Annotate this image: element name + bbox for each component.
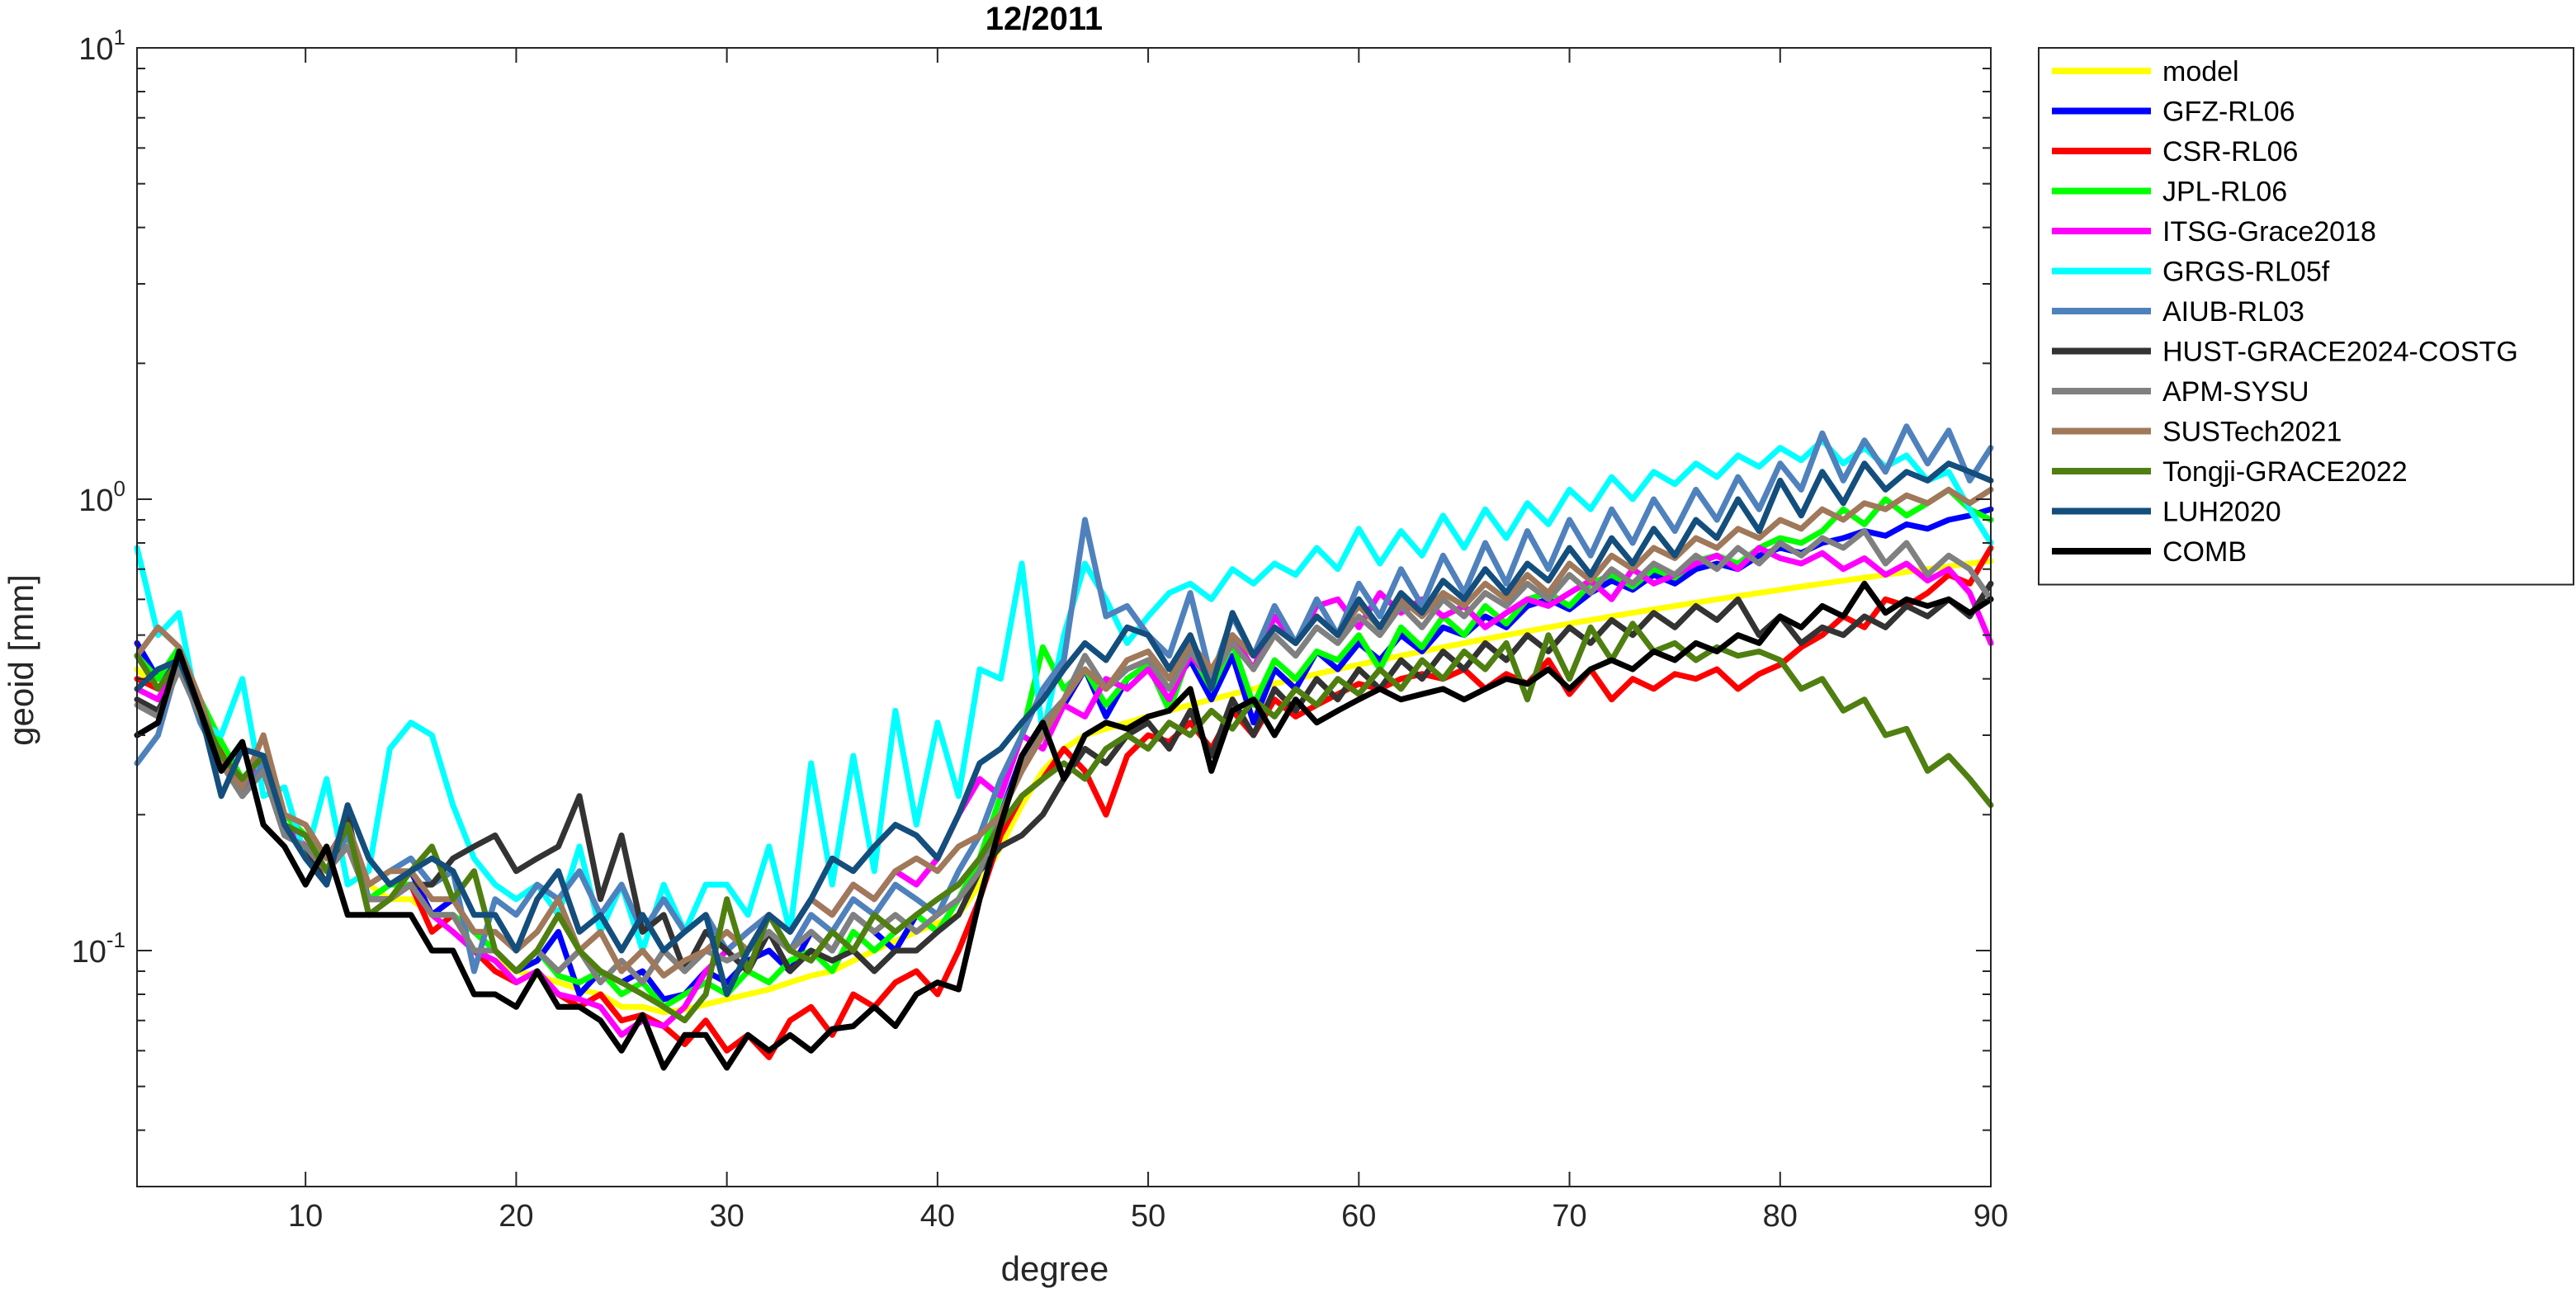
- series-line-csr-rl06: [134, 545, 1994, 1060]
- series-line-grgs-rl05f: [134, 437, 1994, 954]
- legend: model GFZ-RL06 CSR-RL06 JPL-RL06 ITSG-Grace2…: [2038, 47, 2574, 586]
- x-tick-label: 10: [288, 1199, 323, 1234]
- legend-label-csr-rl06: CSR-RL06: [2162, 136, 2298, 168]
- legend-label-itsg-grace2018: ITSG-Grace2018: [2162, 216, 2376, 248]
- x-tick-label: 80: [1763, 1199, 1798, 1234]
- x-axis-title: degree: [1001, 1249, 1109, 1288]
- y-tick-label: 100: [78, 476, 125, 518]
- x-tick-label: 30: [709, 1199, 744, 1234]
- series-line-luh2020: [134, 460, 1994, 998]
- x-tick-label: 20: [499, 1199, 533, 1234]
- legend-label-apm-sysu: APM-SYSU: [2162, 376, 2309, 408]
- series-layer: [134, 423, 1994, 1071]
- x-tick-label: 70: [1552, 1199, 1586, 1234]
- x-tick-label: 40: [920, 1199, 955, 1234]
- legend-label-sustech2021: SUSTech2021: [2162, 417, 2342, 448]
- legend-label-jpl-rl06: JPL-RL06: [2162, 177, 2287, 208]
- y-axis-title: geoid [mm]: [2, 574, 40, 746]
- x-tick-label: 60: [1341, 1199, 1376, 1234]
- legend-label-tongji-grace2022: Tongji-GRACE2022: [2162, 456, 2408, 488]
- legend-label-grgs-rl05f: GRGS-RL05f: [2162, 257, 2330, 288]
- y-tick-label: 101: [78, 25, 125, 67]
- plot-frame: [136, 47, 1992, 1187]
- legend-label-comb: COMB: [2162, 536, 2247, 568]
- ticks-layer: 10 20 30 40 50 60 70 80 90 10-1 100 101: [72, 25, 2009, 1234]
- legend-label-luh2020: LUH2020: [2162, 497, 2281, 528]
- y-tick-label: 10-1: [72, 927, 125, 970]
- chart-title: 12/2011: [985, 1, 1103, 37]
- series-line-comb: [134, 580, 1994, 1071]
- legend-label-hust-grace2024-costg: HUST-GRACE2024-COSTG: [2162, 337, 2518, 368]
- series-line-tongji-grace2022: [134, 621, 1994, 1024]
- legend-box: [2038, 47, 2574, 586]
- x-tick-label: 90: [1973, 1199, 2008, 1234]
- series-line-sustech2021: [134, 486, 1994, 979]
- legend-label-aiub-rl03: AIUB-RL03: [2162, 296, 2304, 328]
- x-tick-label: 50: [1131, 1199, 1165, 1234]
- legend-label-gfz-rl06: GFZ-RL06: [2162, 97, 2295, 128]
- legend-label-model: model: [2162, 56, 2239, 87]
